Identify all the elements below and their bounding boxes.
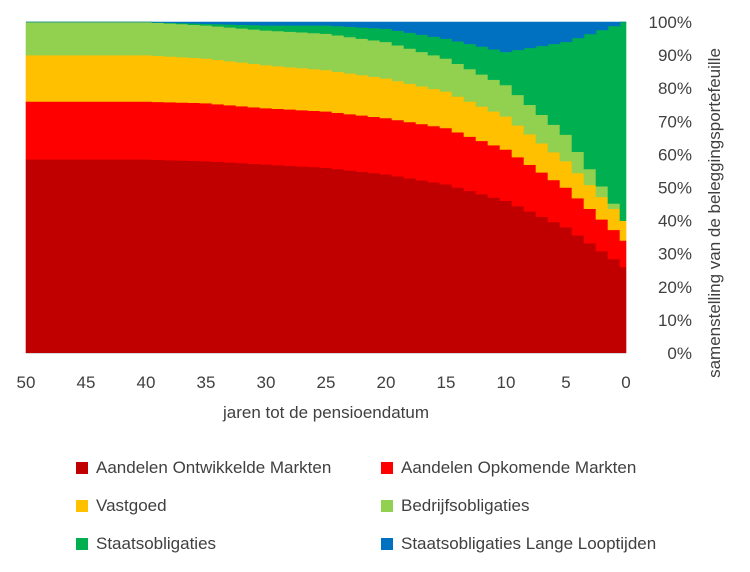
legend-label: Aandelen Ontwikkelde Markten bbox=[96, 458, 332, 477]
x-tick-label: 10 bbox=[497, 373, 516, 392]
y-tick-labels: 0% 10% 20% 30% 40% 50% 60% 70% 80% 90% 100% bbox=[649, 13, 692, 363]
x-tick-label: 35 bbox=[197, 373, 216, 392]
legend-swatch bbox=[381, 500, 393, 512]
stacked-area-chart: 0%10%20%30%40%50%60%70%80%90%100% 50 45 40… bbox=[17, 13, 724, 422]
legend: Aandelen Ontwikkelde Markten Aandelen Op… bbox=[0, 452, 750, 562]
y-tick-label: 30% bbox=[658, 245, 692, 264]
legend-item: Staatsobligaties Lange Looptijden bbox=[381, 534, 656, 554]
x-tick-label: 15 bbox=[437, 373, 456, 392]
x-tick-label: 25 bbox=[317, 373, 336, 392]
legend-swatch bbox=[381, 462, 393, 474]
y-tick-label: 10% bbox=[658, 311, 692, 330]
legend-item: Aandelen Ontwikkelde Markten bbox=[76, 458, 331, 478]
legend-item: Staatsobligaties bbox=[76, 534, 216, 554]
x-axis-title: jaren tot de pensioendatum bbox=[222, 403, 429, 422]
legend-item: Aandelen Opkomende Markten bbox=[381, 458, 636, 478]
legend-swatch bbox=[76, 462, 88, 474]
y-tick-label: 90% bbox=[658, 46, 692, 65]
x-tick-label: 20 bbox=[377, 373, 396, 392]
y-tick-label: 40% bbox=[658, 212, 692, 231]
legend-swatch bbox=[381, 538, 393, 550]
y-tick-label: 20% bbox=[658, 278, 692, 297]
legend-label: Staatsobligaties Lange Looptijden bbox=[401, 534, 657, 553]
chart-areas bbox=[25, 21, 627, 354]
y-axis-title: samenstelling van de beleggingsportefeui… bbox=[705, 48, 724, 378]
y-tick-label: 50% bbox=[658, 179, 692, 198]
legend-swatch bbox=[76, 500, 88, 512]
legend-label: Aandelen Opkomende Markten bbox=[401, 458, 637, 477]
x-tick-label: 5 bbox=[561, 373, 570, 392]
y-tick-label: 100% bbox=[649, 13, 692, 32]
legend-label: Bedrijfsobligaties bbox=[401, 496, 530, 515]
legend-item: Bedrijfsobligaties bbox=[381, 496, 530, 516]
legend-label: Vastgoed bbox=[96, 496, 167, 515]
x-tick-label: 30 bbox=[257, 373, 276, 392]
legend-label: Staatsobligaties bbox=[96, 534, 217, 553]
legend-swatch bbox=[76, 538, 88, 550]
legend-item: Vastgoed bbox=[76, 496, 167, 516]
x-tick-labels: 50 45 40 35 30 25 20 15 10 5 0 bbox=[17, 373, 631, 392]
area-series-5 bbox=[26, 21, 626, 53]
x-tick-label: 50 bbox=[17, 373, 36, 392]
y-tick-label: 70% bbox=[658, 112, 692, 131]
y-tick-label: 80% bbox=[658, 79, 692, 98]
y-tick-label: 60% bbox=[658, 145, 692, 164]
x-tick-label: 40 bbox=[137, 373, 156, 392]
x-tick-label: 45 bbox=[77, 373, 96, 392]
x-tick-label: 0 bbox=[621, 373, 630, 392]
y-tick-label: 0% bbox=[667, 344, 692, 363]
